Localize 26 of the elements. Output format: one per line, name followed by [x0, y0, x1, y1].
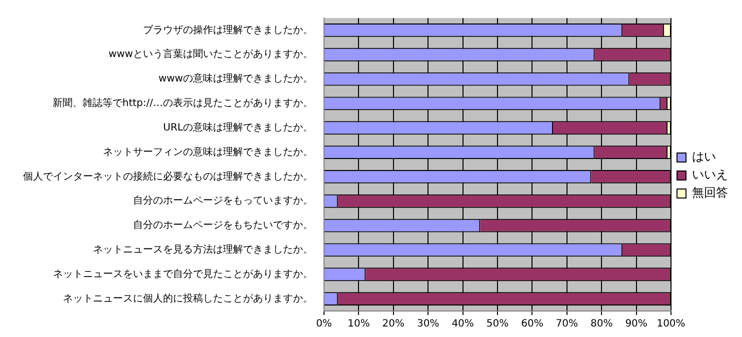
x-tick-label: 80%	[590, 318, 613, 330]
y-tick-label: 新聞、雑誌等でhttp://…の表示は見たことがありますか。	[52, 97, 313, 110]
y-tick-label: ネットニュースに個人的に投稿したことがありますか。	[63, 292, 313, 304]
y-tick-label: 自分のホームページをもちたいですか。	[133, 219, 313, 232]
y-tick-label: ネットニュースをいままで自分で見たことがありますか。	[53, 268, 313, 280]
y-tick-label: wwwという言葉は聞いたことがありますか。	[108, 48, 313, 60]
y-tick-label: URLの意味は理解できましたか。	[163, 121, 313, 134]
x-tick-label: 100%	[656, 318, 686, 330]
y-tick-label: wwwの意味は理解できましたか。	[158, 72, 313, 85]
y-tick-label: ネットサーフィンの意味は理解できましたか。	[103, 146, 313, 158]
y-tick-label: 個人でインターネットの接続に必要なものは理解できましたか。	[23, 170, 313, 182]
y-tick-label: ブラウザの操作は理解できましたか。	[143, 24, 313, 36]
x-tick-label: 20%	[382, 318, 405, 330]
x-tick-label: 0%	[316, 318, 332, 330]
legend-label: いいえ	[692, 168, 728, 182]
x-tick-label: 40%	[452, 318, 474, 330]
y-tick-label: ネットニュースを見る方法は理解できましたか。	[93, 244, 313, 256]
x-tick-label: 90%	[625, 318, 648, 330]
x-tick-label: 50%	[486, 318, 509, 330]
x-tick-label: 10%	[348, 318, 370, 330]
x-tick-label: 70%	[556, 318, 578, 330]
x-tick-label: 60%	[521, 318, 544, 330]
legend-label: 無回答	[692, 186, 728, 200]
y-tick-label: 自分のホームページをもっていますか。	[133, 194, 313, 207]
x-tick-label: 30%	[416, 318, 440, 330]
legend-label: はい	[692, 150, 716, 164]
